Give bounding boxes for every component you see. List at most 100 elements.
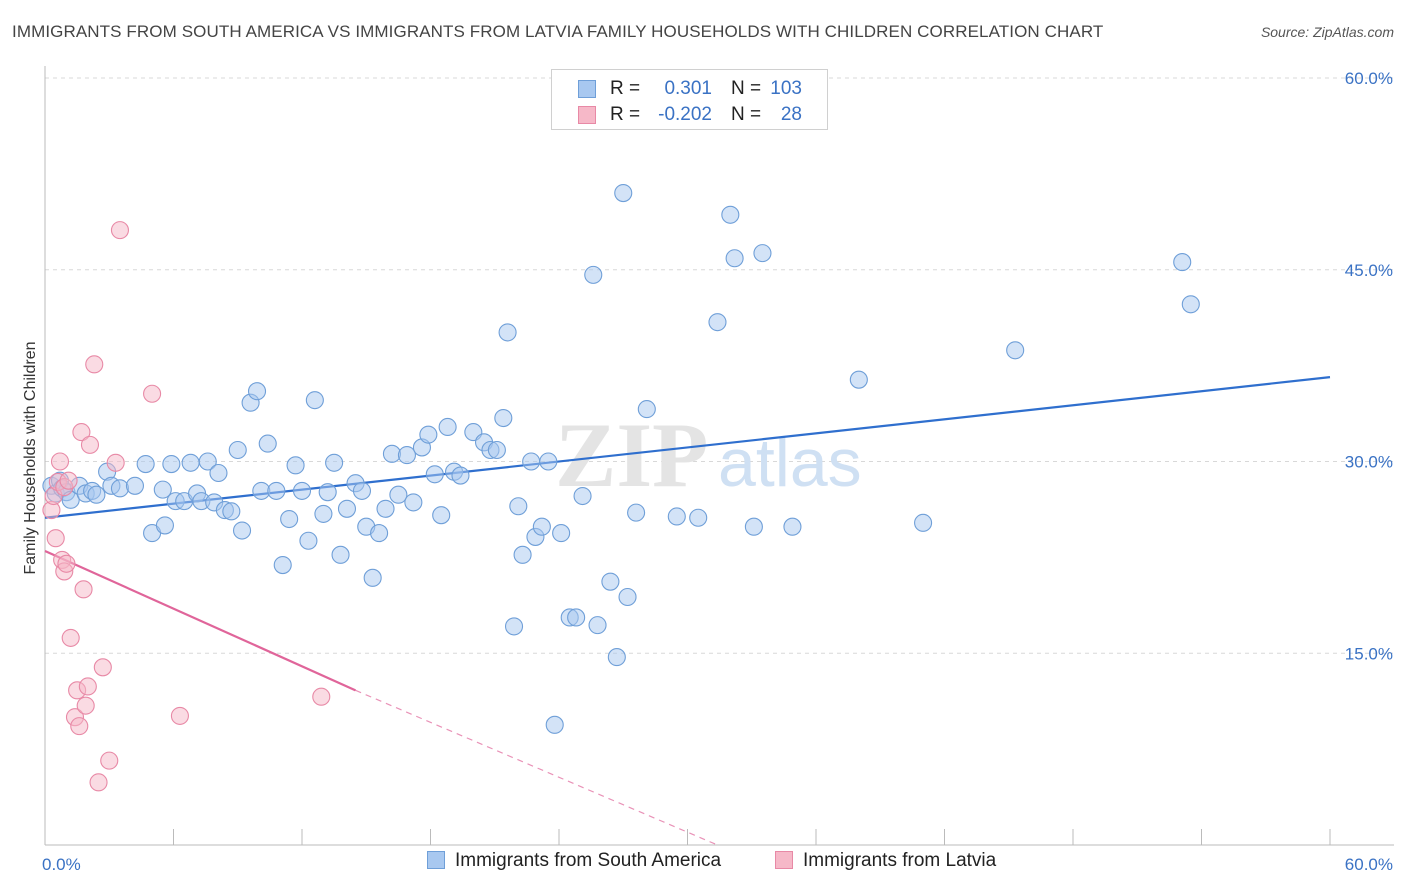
data-point-south-america <box>247 382 267 401</box>
data-point-south-america <box>532 517 551 536</box>
data-point-latvia <box>76 696 95 715</box>
data-point-south-america <box>363 568 382 587</box>
data-point-south-america <box>539 452 558 471</box>
data-point-latvia <box>100 751 119 770</box>
data-point-south-america <box>494 408 513 428</box>
legend-n-label: N = <box>731 78 762 99</box>
tick-labels: 15.0% 30.0% 45.0% 60.0% 0.0% 60.0% <box>42 69 1393 874</box>
data-point-latvia <box>46 529 65 548</box>
data-point-south-america <box>552 524 571 543</box>
data-point-south-america <box>232 521 252 540</box>
data-point-latvia <box>110 221 130 240</box>
data-point-south-america <box>389 485 408 504</box>
data-point-south-america <box>744 517 763 536</box>
data-point-latvia <box>74 580 93 599</box>
data-point-south-america <box>721 205 740 224</box>
data-point-south-america <box>588 616 607 635</box>
data-point-south-america <box>370 524 389 543</box>
data-point-south-america <box>573 486 592 506</box>
data-point-latvia <box>106 453 125 472</box>
data-point-latvia <box>85 355 104 374</box>
data-point-south-america <box>1181 295 1200 314</box>
legend-swatch-pink <box>578 106 596 124</box>
data-point-south-america <box>136 455 155 474</box>
data-point-south-america <box>438 417 457 437</box>
data-point-south-america <box>708 313 727 332</box>
data-point-latvia <box>57 554 76 573</box>
data-point-latvia <box>170 706 189 725</box>
data-point-latvia <box>72 423 91 442</box>
data-point-south-america <box>162 455 181 474</box>
data-point-south-america <box>509 497 528 516</box>
data-point-south-america <box>725 249 744 268</box>
data-point-south-america <box>627 503 646 522</box>
data-point-south-america <box>513 545 532 564</box>
data-point-south-america <box>273 555 292 575</box>
data-point-south-america <box>305 391 324 410</box>
legend-row-south-america: R = 0.301 N = 103 <box>552 75 827 101</box>
legend-n-value: 28 <box>780 104 802 125</box>
data-point-south-america <box>1006 341 1025 360</box>
data-point-latvia <box>312 687 331 706</box>
data-point-south-america <box>292 481 312 500</box>
y-tick-label: 15.0% <box>1345 644 1393 663</box>
data-point-south-america <box>667 507 686 526</box>
data-point-latvia <box>50 452 70 471</box>
data-point-south-america <box>267 481 286 500</box>
data-point-south-america <box>545 715 564 734</box>
data-point-south-america <box>228 440 247 460</box>
legend-n-value: 103 <box>770 78 802 99</box>
series-legend-south-america: Immigrants from South America <box>427 850 721 872</box>
data-point-south-america <box>914 513 933 532</box>
x-tick-label: 0.0% <box>42 855 81 874</box>
legend-r-label: R = <box>610 104 641 125</box>
data-point-south-america <box>198 452 217 471</box>
data-point-south-america <box>155 516 174 535</box>
legend-row-latvia: R = -0.202 N = 28 <box>552 101 827 127</box>
legend-swatch-blue <box>578 80 596 98</box>
data-point-south-america <box>618 587 637 607</box>
series-latvia-points <box>42 221 331 792</box>
data-point-latvia <box>93 658 112 677</box>
data-point-south-america <box>397 446 416 465</box>
data-point-south-america <box>783 517 802 536</box>
series-legend-swatch-blue <box>427 851 445 869</box>
y-axis-title: Family Households with Children <box>22 342 39 575</box>
series-legend-swatch-pink <box>775 851 793 869</box>
data-point-latvia <box>61 628 80 647</box>
series-legend-label: Immigrants from Latvia <box>803 850 997 871</box>
series-legend-latvia: Immigrants from Latvia <box>775 850 996 872</box>
watermark: ZIP atlas <box>555 404 862 506</box>
data-point-south-america <box>498 323 517 342</box>
data-point-latvia <box>143 384 162 403</box>
data-point-south-america <box>425 465 444 484</box>
data-point-south-america <box>110 479 130 498</box>
data-point-south-america <box>607 648 626 667</box>
data-point-south-america <box>614 184 633 203</box>
data-point-south-america <box>382 444 402 463</box>
data-point-south-america <box>209 463 228 483</box>
data-point-latvia <box>80 435 100 454</box>
axes <box>44 66 1394 846</box>
data-point-south-america <box>689 508 708 527</box>
series-legend: Immigrants from South America Immigrants… <box>0 850 1406 878</box>
data-point-south-america <box>314 504 333 523</box>
data-point-south-america <box>331 545 350 564</box>
data-point-south-america <box>849 370 868 389</box>
data-point-south-america <box>522 452 541 471</box>
data-point-south-america <box>181 453 200 472</box>
data-point-south-america <box>637 400 656 419</box>
correlation-legend: R = 0.301 N = 103 R = -0.202 N = 28 <box>551 69 828 130</box>
series-legend-label: Immigrants from South America <box>455 850 722 871</box>
trendline-latvia <box>44 549 356 692</box>
series-south-america-points <box>42 184 1200 734</box>
y-tick-label: 30.0% <box>1345 453 1393 472</box>
data-point-latvia <box>89 773 108 792</box>
data-point-south-america <box>376 499 395 518</box>
data-point-south-america <box>222 502 241 521</box>
legend-r-value: 0.301 <box>664 78 712 99</box>
data-point-south-america <box>352 481 372 500</box>
data-point-south-america <box>299 531 318 550</box>
data-point-south-america <box>432 506 451 525</box>
